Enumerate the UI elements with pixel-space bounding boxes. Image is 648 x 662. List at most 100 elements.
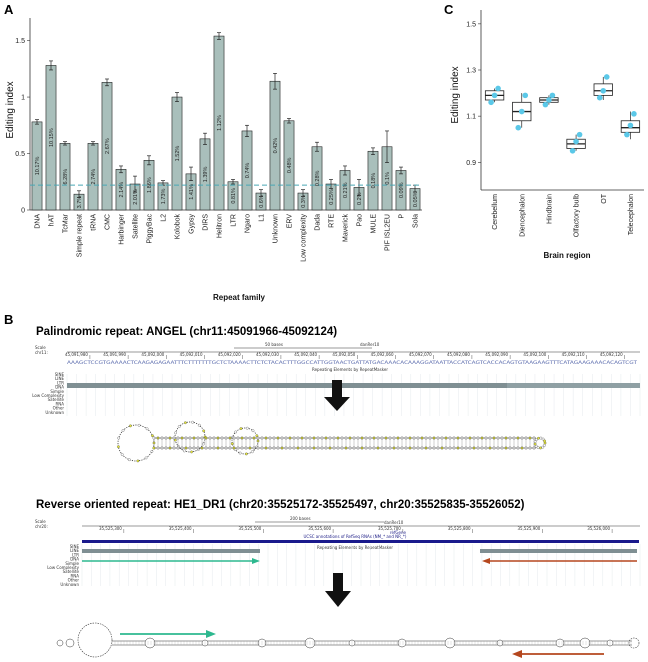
bar-label-0: 10.17% [35, 157, 41, 176]
x-tick-a-22: Maverick [343, 214, 350, 243]
data-point-1-2 [522, 92, 529, 99]
bulge-11 [579, 637, 591, 649]
bulge-2 [144, 637, 156, 649]
bar-label-2: 6.28% [63, 169, 69, 185]
data-point-1-0 [515, 124, 522, 131]
bar-label-6: 2.14% [119, 182, 125, 198]
bar-label-11: 1.41% [189, 184, 195, 200]
x-tick-a-7: Satellite [133, 214, 140, 239]
repeat-element-bar-2a [82, 549, 260, 553]
x-tick-a-21: RTE [329, 214, 336, 228]
track-title-1: Repeating Elements by RepeatMasker [312, 367, 388, 372]
bar-label-9: 1.73% [161, 189, 167, 205]
repeat-category-4: Simple [50, 389, 64, 394]
x-tick-c-5: Telecephalon [628, 194, 635, 235]
repeat-category-0: SINE [70, 544, 80, 549]
down-arrow-icon-2 [325, 573, 351, 607]
genome-browser-track-2: Scale chr20: 200 bases danRer10 35,525,3… [35, 516, 641, 587]
repeat-category-6: Satellite [48, 397, 65, 402]
x-tick-a-17: Unknown [273, 214, 280, 243]
x-tick-c-3: Olfactory bulb [574, 194, 581, 237]
x-tick-a-4: tRNA [91, 214, 98, 231]
x-tick-a-18: ERV [287, 214, 294, 229]
refseq-title: UCSC annotations of RefSeq RNAs (NM_* an… [303, 534, 406, 539]
panel-b-structures: B Palindromic repeat: ANGEL (chr11:45091… [4, 312, 641, 658]
rna-secondary-structure-2 [56, 622, 640, 658]
coord-label-11: 45,092,090 [485, 352, 508, 357]
x-tick-a-27: Sola [413, 214, 420, 228]
refseq-label: refGene [390, 530, 407, 535]
y-tick-a-1: 0.5 [15, 151, 25, 158]
x-tick-c-4: OT [601, 193, 608, 203]
hairpin-loop-right-2 [628, 637, 640, 649]
x-tick-a-0: DNA [35, 214, 42, 229]
bar-label-24: 0.18% [371, 173, 377, 189]
bar-label-14: 0.81% [231, 188, 237, 204]
data-point-3-2 [576, 131, 583, 138]
repeat-category-2: LTR [57, 380, 64, 385]
coord-label-3: 45,092,010 [180, 352, 203, 357]
reverse-repeat-title: Reverse oriented repeat: HE1_DR1 (chr20:… [36, 499, 525, 511]
bulge-8 [444, 637, 456, 649]
repeat-element-bar-1 [67, 383, 507, 388]
x-tick-a-20: Dada [315, 214, 322, 231]
x-tick-a-15: Ngaro [245, 214, 252, 233]
data-point-2-1 [546, 97, 552, 103]
y-tick-a-0: 0 [21, 208, 25, 215]
x-tick-a-2: TcMar [63, 213, 70, 233]
dna-sequence-1: AAAGCTCCGTGAAAACTCAAGAGAGAATTTCTTTTTTTGC… [67, 360, 638, 365]
bar-label-17: 0.42% [273, 138, 279, 154]
bulge-9 [496, 639, 504, 647]
scale-text-1: 50 bases [265, 342, 283, 347]
palindromic-repeat-title: Palindromic repeat: ANGEL (chr11:4509196… [36, 326, 337, 338]
bulge-1 [65, 638, 75, 648]
repeat-category-6: Satellite [63, 569, 80, 574]
x-tick-a-14: LTR [231, 214, 238, 227]
repeat-category-2: LTR [72, 552, 79, 557]
panel-letter-c: C [444, 2, 454, 17]
bulge-0 [56, 639, 64, 647]
bulge-7 [397, 638, 407, 648]
y-axis-label-c: Editing index [450, 66, 461, 123]
coord-label-6: 45,092,040 [294, 352, 317, 357]
repeat-category-5: Low Complexity [47, 565, 79, 570]
x-tick-a-1: hAT [49, 213, 56, 226]
bar-label-5: 2.67% [105, 138, 111, 154]
bar-label-21: 0.25% [329, 189, 335, 205]
bar-label-3: 3.7% [77, 196, 83, 209]
bar-label-23: 0.2% [357, 192, 363, 205]
scale-label-2: Scale [35, 519, 46, 524]
x-tick-a-8: PiggyBac [147, 214, 154, 244]
repeat-element-bar-1b [507, 383, 640, 388]
genome-browser-track-1: Scale chr11: 50 bases danRer10 45,091,98… [32, 342, 641, 416]
bar-label-26: 0.09% [399, 182, 405, 198]
data-point-0-0 [488, 99, 494, 106]
repeat-category-4: Simple [65, 561, 79, 566]
x-tick-a-13: Helitron [217, 214, 224, 238]
track-title-2: Repeating Elements by RepeatMasker [317, 545, 393, 550]
rna-secondary-structure-1 [117, 420, 547, 463]
coord-label-1: 45,091,990 [103, 352, 126, 357]
y-tick-a-2: 1 [21, 95, 25, 102]
repeat-category-1: LINE [70, 548, 79, 553]
bar-label-16: 0.6% [259, 195, 265, 208]
x-tick-a-23: Pao [357, 214, 364, 227]
repeat-family-bar-chart: A 0 0.5 1 1.5 10.17% DNA 10.15% hAT 6.28% TcMar 3… [4, 2, 422, 302]
panel-letter-b: B [4, 312, 13, 327]
coord-label-6: 35,525,900 [517, 526, 540, 531]
coord-label-8: 45,092,060 [371, 352, 394, 357]
coord-label-3: 35,525,600 [308, 526, 331, 531]
x-axis-label-c: Brain region [543, 251, 590, 260]
chrom-label-2: chr20: [35, 524, 48, 529]
y-tick-c-0: 0.9 [466, 160, 476, 167]
data-point-3-1 [573, 138, 579, 145]
coord-label-5: 45,092,030 [256, 352, 279, 357]
coord-label-14: 45,092,120 [600, 352, 623, 357]
repeat-category-3: DNA [55, 385, 64, 390]
coord-label-0: 45,091,980 [65, 352, 88, 357]
down-arrow-icon [324, 380, 350, 411]
bar-label-4: 2.74% [91, 169, 97, 185]
y-tick-c-2: 1.3 [466, 68, 476, 75]
repeat-category-8: Other [68, 578, 80, 583]
y-tick-a-3: 1.5 [15, 38, 25, 45]
